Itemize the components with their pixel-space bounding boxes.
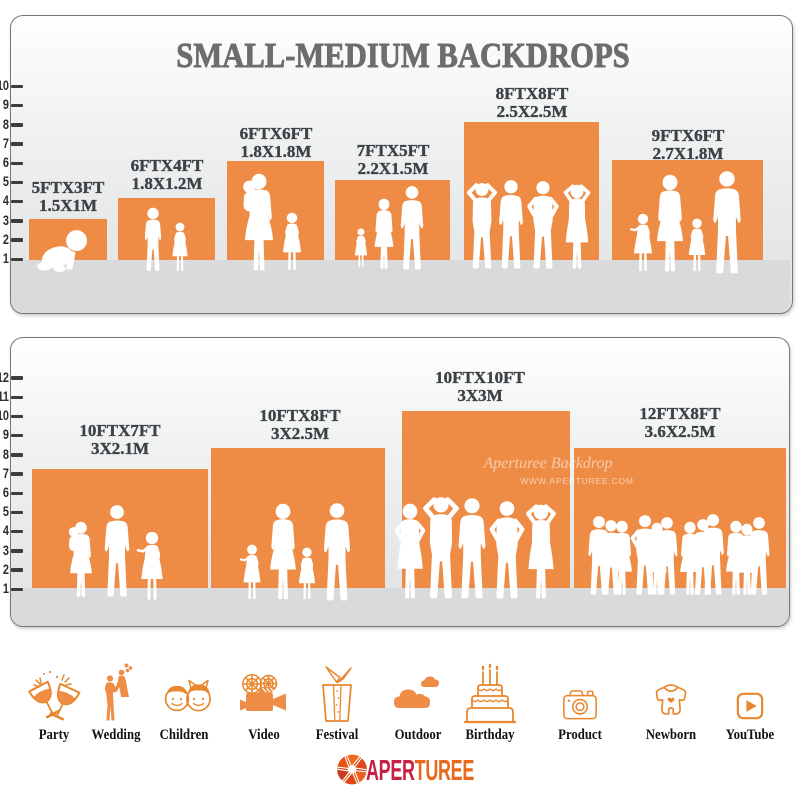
svg-text:APERTUREE: APERTUREE (366, 755, 474, 787)
